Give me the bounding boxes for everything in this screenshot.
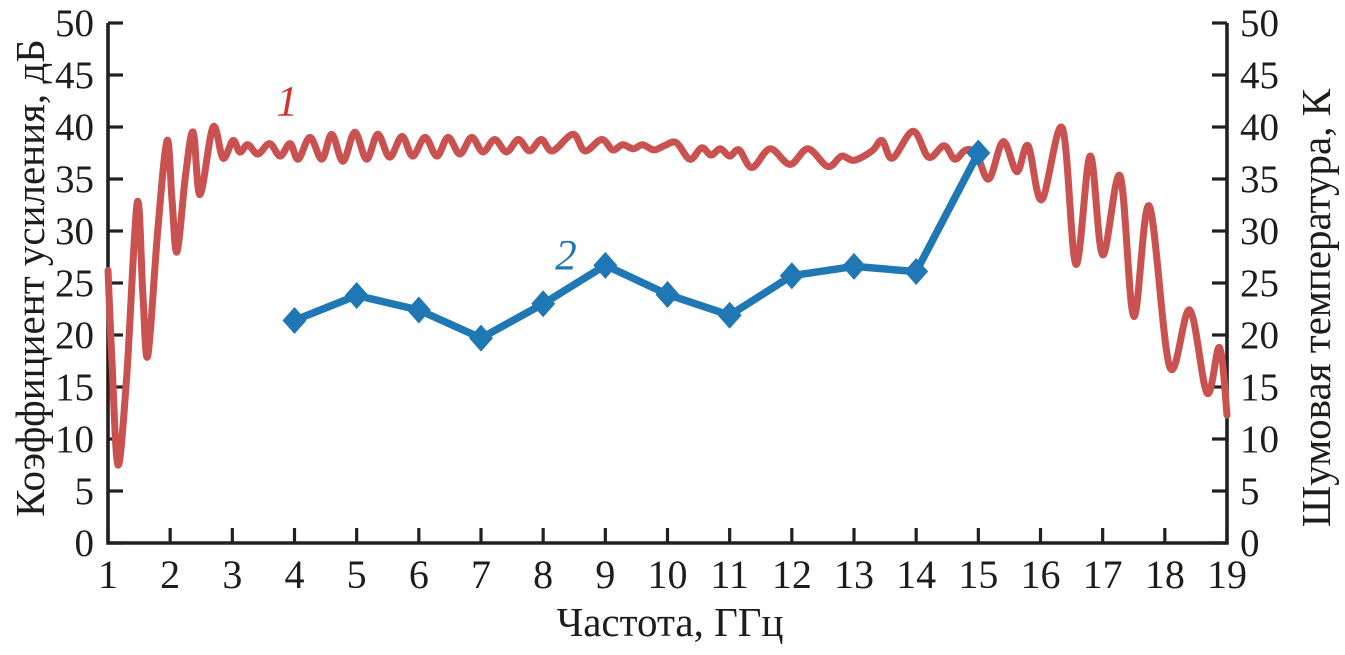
y-tick-label-left: 40 (55, 106, 94, 149)
x-tick-label: 6 (409, 552, 429, 597)
x-tick-label: 1 (98, 552, 118, 597)
noise-marker (282, 306, 307, 334)
y-tick-label-left: 25 (55, 262, 94, 305)
noise-marker (593, 251, 618, 279)
y-tick-label-right: 30 (1240, 210, 1279, 253)
noise-marker (344, 281, 369, 309)
y-axis-title-left: Коэффициент усиления, дБ (7, 39, 53, 517)
y-tick-label-left: 10 (55, 418, 94, 461)
y-tick-label-left: 30 (55, 210, 94, 253)
x-tick-label: 15 (958, 552, 998, 597)
y-tick-label-left: 50 (55, 2, 94, 45)
noise-curve (290, 149, 983, 342)
y-tick-label-right: 25 (1240, 262, 1279, 305)
x-tick-label: 14 (896, 552, 936, 597)
y-tick-label-right: 5 (1240, 470, 1260, 513)
curve-label-noise: 2 (555, 232, 577, 280)
y-tick-label-left: 20 (55, 314, 94, 357)
x-tick-label: 9 (595, 552, 615, 597)
y-tick-label-left: 45 (55, 54, 94, 97)
noise-marker (406, 296, 431, 324)
gain-curve (104, 122, 1231, 469)
y-tick-label-left: 5 (75, 470, 95, 513)
x-tick-label: 2 (160, 552, 180, 597)
x-tick-label: 3 (222, 552, 242, 597)
x-tick-label: 17 (1083, 552, 1123, 597)
noise-marker (904, 258, 929, 286)
x-tick-label: 11 (710, 552, 749, 597)
y-tick-label-left: 0 (75, 522, 95, 565)
x-tick-label: 12 (772, 552, 812, 597)
x-tick-label: 18 (1145, 552, 1185, 597)
y-tick-label-right: 35 (1240, 158, 1279, 201)
noise-marker (842, 252, 866, 280)
noise-marker (469, 324, 493, 352)
x-tick-label: 5 (347, 552, 367, 597)
y-tick-label-right: 15 (1240, 366, 1279, 409)
noise-marker (531, 290, 556, 318)
x-tick-label: 10 (648, 552, 688, 597)
x-tick-label: 13 (834, 552, 874, 597)
curve-label-gain: 1 (276, 78, 298, 126)
x-tick-label: 7 (471, 552, 491, 597)
noise-marker (655, 280, 680, 308)
x-axis-title: Частота, ГГц (556, 599, 784, 645)
y-tick-label-left: 15 (55, 366, 94, 409)
y-tick-label-left: 35 (55, 158, 94, 201)
x-tick-label: 19 (1207, 552, 1247, 597)
y-tick-label-right: 50 (1240, 2, 1279, 45)
noise-marker (779, 262, 804, 290)
noise-marker (717, 301, 742, 329)
x-tick-label: 4 (285, 552, 305, 597)
x-tick-label: 8 (533, 552, 553, 597)
x-tick-label: 16 (1021, 552, 1061, 597)
y-tick-label-right: 40 (1240, 106, 1279, 149)
noise-marker (966, 139, 991, 167)
y-tick-label-right: 20 (1240, 314, 1279, 357)
y-tick-label-right: 10 (1240, 418, 1279, 461)
y-axis-title-right: Шумовая температура, К (1293, 88, 1339, 528)
y-tick-label-right: 0 (1240, 522, 1260, 565)
y-tick-label-right: 45 (1240, 54, 1279, 97)
